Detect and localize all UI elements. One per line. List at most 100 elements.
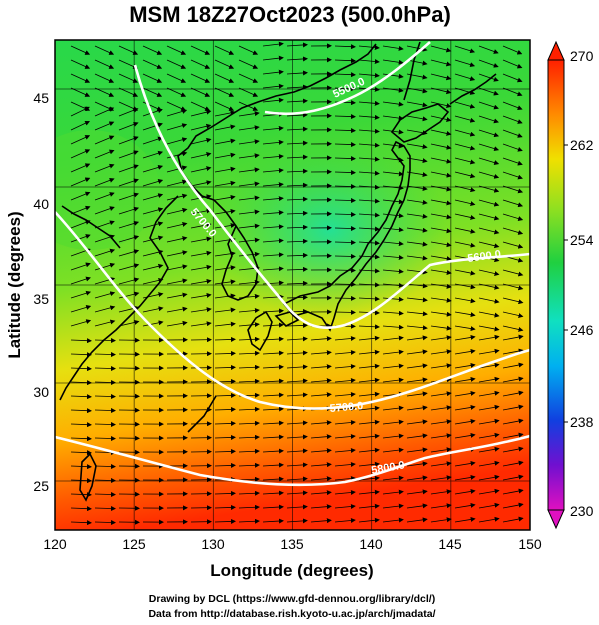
- wind-vector: [502, 502, 524, 509]
- wind-vector: [262, 182, 284, 188]
- wind-vector: [70, 234, 91, 243]
- wind-vector: [262, 97, 284, 103]
- wind-vector: [214, 279, 236, 285]
- contour-5600: [133, 64, 530, 330]
- wind-vector: [70, 177, 91, 187]
- wind-vector: [502, 460, 524, 467]
- wind-vector: [334, 349, 356, 355]
- wind-vector: [454, 311, 476, 318]
- wind-vector: [478, 241, 500, 249]
- wind-vector: [190, 137, 212, 145]
- wind-vector: [478, 502, 500, 509]
- wind-vector: [286, 462, 308, 468]
- x-tick-130: 130: [201, 536, 225, 552]
- wind-vector: [190, 307, 212, 313]
- y-tick-35: 35: [33, 291, 49, 307]
- colorbar-tick-246: 246: [570, 322, 594, 338]
- wind-vector: [70, 149, 91, 159]
- wind-vector: [502, 241, 524, 249]
- wind-vector: [406, 349, 428, 355]
- coast-japan-kyushu: [247, 310, 273, 352]
- wind-vector: [238, 181, 260, 187]
- wind-vector: [406, 227, 428, 233]
- wind-vector: [334, 281, 356, 287]
- wind-vector: [214, 336, 236, 342]
- contour-label-5600: 5600.0: [467, 248, 502, 265]
- wind-vector: [190, 292, 212, 299]
- wind-vector: [406, 199, 428, 205]
- plot-frame: [54, 39, 531, 531]
- wind-vector: [334, 183, 356, 189]
- wind-vector: [334, 72, 356, 78]
- wind-vector: [94, 45, 115, 55]
- wind-vector: [454, 362, 476, 369]
- wind-vector: [478, 446, 500, 453]
- wind-vector: [430, 363, 452, 369]
- wind-vector: [118, 87, 139, 97]
- wind-vector: [286, 280, 308, 286]
- wind-vector: [190, 236, 212, 243]
- wind-vector: [430, 185, 452, 192]
- wind-vector: [430, 129, 452, 136]
- wind-vector: [382, 335, 404, 341]
- wind-vector: [94, 477, 116, 483]
- wind-vector: [94, 291, 116, 299]
- wind-vector: [382, 45, 404, 51]
- wind-vector: [166, 306, 188, 313]
- wind-vector: [358, 461, 380, 467]
- wind-vector: [502, 213, 524, 221]
- wind-vector: [334, 58, 356, 64]
- colorbar-tick-262: 262: [570, 137, 594, 153]
- coast-japan-hokkaido: [390, 103, 450, 143]
- wind-vector: [286, 238, 308, 244]
- wind-vector: [262, 252, 284, 258]
- wind-vector: [430, 73, 452, 81]
- wind-vector: [358, 100, 380, 106]
- wind-vector: [142, 136, 163, 145]
- colorbar-tick-238: 238: [570, 414, 594, 430]
- wind-vector: [190, 250, 212, 257]
- wind-vector: [454, 297, 476, 304]
- wind-vector: [430, 143, 452, 150]
- wind-vector: [238, 364, 260, 370]
- wind-vector: [502, 390, 524, 397]
- wind-vector: [262, 266, 284, 272]
- wind-vector: [262, 238, 284, 244]
- wind-vector: [190, 152, 212, 159]
- wind-vector: [214, 180, 236, 187]
- wind-vector: [454, 334, 476, 341]
- wind-vector: [118, 150, 139, 159]
- wind-vector: [478, 297, 500, 304]
- wind-vector: [142, 320, 164, 327]
- wind-vector: [142, 179, 164, 187]
- wind-vector: [454, 460, 476, 467]
- wind-vector: [238, 448, 260, 454]
- wind-vector: [94, 163, 115, 173]
- wind-vector: [430, 311, 452, 317]
- wind-vector: [214, 420, 236, 426]
- credit-drawing: Drawing by DCL (https://www.gfd-dennou.o…: [149, 593, 435, 605]
- wind-vector: [382, 143, 404, 149]
- wind-vector: [454, 283, 476, 290]
- wind-vector: [286, 112, 308, 118]
- wind-vector: [190, 109, 212, 117]
- wind-vector: [502, 516, 524, 523]
- wind-vector: [214, 307, 236, 313]
- wind-vector: [358, 349, 380, 355]
- wind-vector: [286, 70, 308, 76]
- wind-vector: [334, 419, 356, 425]
- coast-japan-honshu: [282, 140, 411, 332]
- wind-vector: [382, 59, 404, 65]
- wind-vector: [262, 462, 284, 468]
- wind-vector: [454, 129, 476, 137]
- wind-vector: [214, 223, 236, 229]
- wind-vector: [454, 199, 476, 207]
- wind-vector: [70, 73, 91, 83]
- wind-vector: [454, 101, 476, 109]
- wind-vector: [190, 87, 211, 97]
- wind-vector: [94, 305, 116, 313]
- wind-vector: [262, 41, 284, 47]
- cold-core-north: [120, 40, 520, 160]
- wind-vector: [70, 219, 91, 229]
- wind-vector: [430, 391, 452, 397]
